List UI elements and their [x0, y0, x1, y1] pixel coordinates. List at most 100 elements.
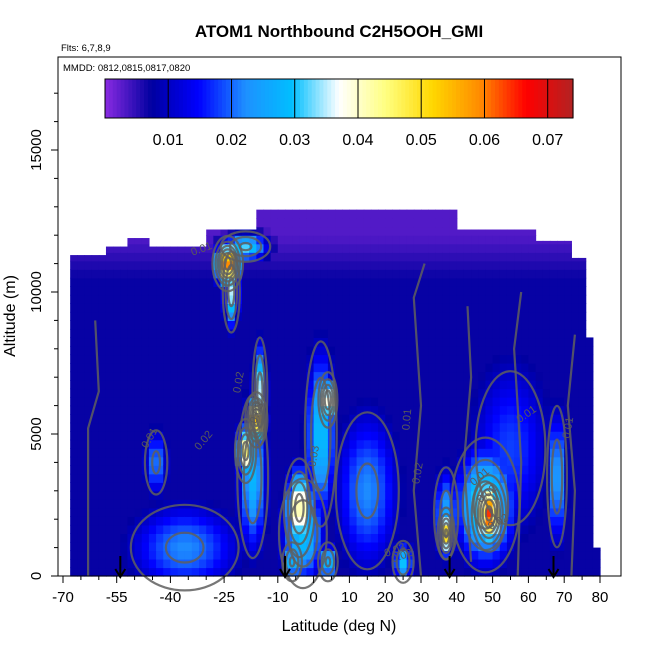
heatmap-cell	[406, 371, 415, 381]
heatmap-cell	[342, 218, 350, 228]
contour-line	[474, 370, 547, 527]
colorbar-swatch	[116, 79, 122, 118]
heatmap-cell	[227, 533, 236, 543]
heatmap-cell	[535, 286, 544, 296]
heatmap-cell	[98, 354, 107, 364]
heatmap-cell	[585, 405, 594, 415]
heatmap-cell	[249, 303, 257, 313]
heatmap-cell	[277, 405, 286, 415]
heatmap-cell	[421, 252, 429, 262]
heatmap-cell	[206, 456, 214, 466]
heatmap-cell	[492, 252, 501, 262]
heatmap-cell	[342, 235, 350, 245]
x-tick-label: 50	[484, 589, 501, 606]
heatmap-cell	[306, 524, 315, 534]
heatmap-cell	[564, 456, 572, 466]
heatmap-cell	[177, 533, 186, 543]
heatmap-cell	[199, 567, 207, 577]
heatmap-cell	[98, 541, 107, 552]
colorbar-swatch	[346, 79, 352, 118]
colorbar-swatch	[471, 79, 477, 118]
heatmap-cell	[292, 286, 300, 296]
heatmap-cell	[499, 533, 508, 543]
heatmap-cell	[199, 269, 207, 279]
heatmap-cell	[564, 541, 572, 552]
heatmap-cell	[492, 422, 501, 432]
heatmap-cell	[378, 303, 386, 313]
heatmap-cell	[220, 541, 229, 552]
heatmap-cell	[378, 558, 386, 569]
heatmap-cell	[399, 277, 408, 287]
heatmap-cell	[499, 277, 508, 287]
heatmap-cell	[105, 269, 114, 279]
heatmap-cell	[163, 516, 171, 526]
heatmap-cell	[342, 277, 350, 287]
heatmap-cell	[292, 226, 300, 236]
heatmap-cell	[592, 550, 601, 560]
heatmap-cell	[378, 371, 386, 381]
heatmap-cell	[557, 243, 565, 253]
heatmap-cell	[134, 405, 143, 415]
heatmap-cell	[284, 345, 293, 356]
heatmap-cell	[456, 363, 465, 373]
heatmap-cell	[485, 541, 494, 552]
heatmap-cell	[349, 243, 358, 253]
heatmap-cell	[292, 422, 300, 432]
heatmap-cell	[220, 243, 229, 253]
heatmap-cell	[177, 482, 186, 492]
heatmap-cell	[492, 269, 501, 279]
heatmap-cell	[113, 465, 121, 475]
heatmap-cell	[528, 473, 537, 483]
heatmap-cell	[485, 490, 494, 500]
heatmap-cell	[263, 550, 272, 560]
colorbar-swatch	[420, 79, 426, 118]
heatmap-cell	[521, 516, 529, 526]
heatmap-cell	[134, 337, 143, 347]
heatmap-cell	[148, 345, 157, 356]
heatmap-cell	[406, 439, 415, 449]
heatmap-cell	[284, 388, 293, 398]
heatmap-cell	[270, 524, 279, 534]
heatmap-cell	[127, 238, 136, 245]
heatmap-cell	[564, 311, 572, 321]
x-axis-label: Latitude (deg N)	[282, 618, 397, 635]
heatmap-cell	[456, 354, 465, 364]
heatmap-cell	[564, 558, 572, 569]
heatmap-cell	[249, 533, 257, 543]
heatmap-cell	[385, 456, 393, 466]
heatmap-cell	[206, 380, 214, 390]
colorbar-swatch	[553, 79, 558, 118]
heatmap-cell	[492, 320, 501, 330]
heatmap-cell	[428, 524, 436, 534]
heatmap-cell	[428, 218, 436, 228]
heatmap-cell	[421, 448, 429, 458]
heatmap-cell	[148, 541, 157, 552]
heatmap-cell	[163, 286, 171, 296]
heatmap-cell	[105, 388, 114, 398]
heatmap-cell	[120, 516, 129, 526]
heatmap-cell	[292, 439, 300, 449]
heatmap-cell	[521, 277, 529, 287]
heatmap-cell	[356, 422, 365, 432]
heatmap-cell	[449, 380, 458, 390]
heatmap-cell	[499, 311, 508, 321]
heatmap-cell	[535, 482, 544, 492]
heatmap-cell	[242, 456, 250, 466]
heatmap-cell	[456, 243, 465, 253]
heatmap-cell	[141, 516, 150, 526]
heatmap-cell	[98, 363, 107, 373]
heatmap-cell	[234, 397, 243, 407]
heatmap-cell	[499, 465, 508, 475]
heatmap-cell	[184, 277, 193, 287]
heatmap-cell	[356, 456, 365, 466]
heatmap-cell	[313, 286, 322, 296]
heatmap-cell	[256, 363, 265, 373]
heatmap-cell	[206, 405, 214, 415]
heatmap-cell	[413, 507, 422, 517]
heatmap-cell	[213, 380, 222, 390]
heatmap-cell	[428, 303, 436, 313]
heatmap-cell	[156, 405, 164, 415]
heatmap-cell	[120, 439, 129, 449]
heatmap-cell	[199, 524, 207, 534]
heatmap-cell	[428, 286, 436, 296]
